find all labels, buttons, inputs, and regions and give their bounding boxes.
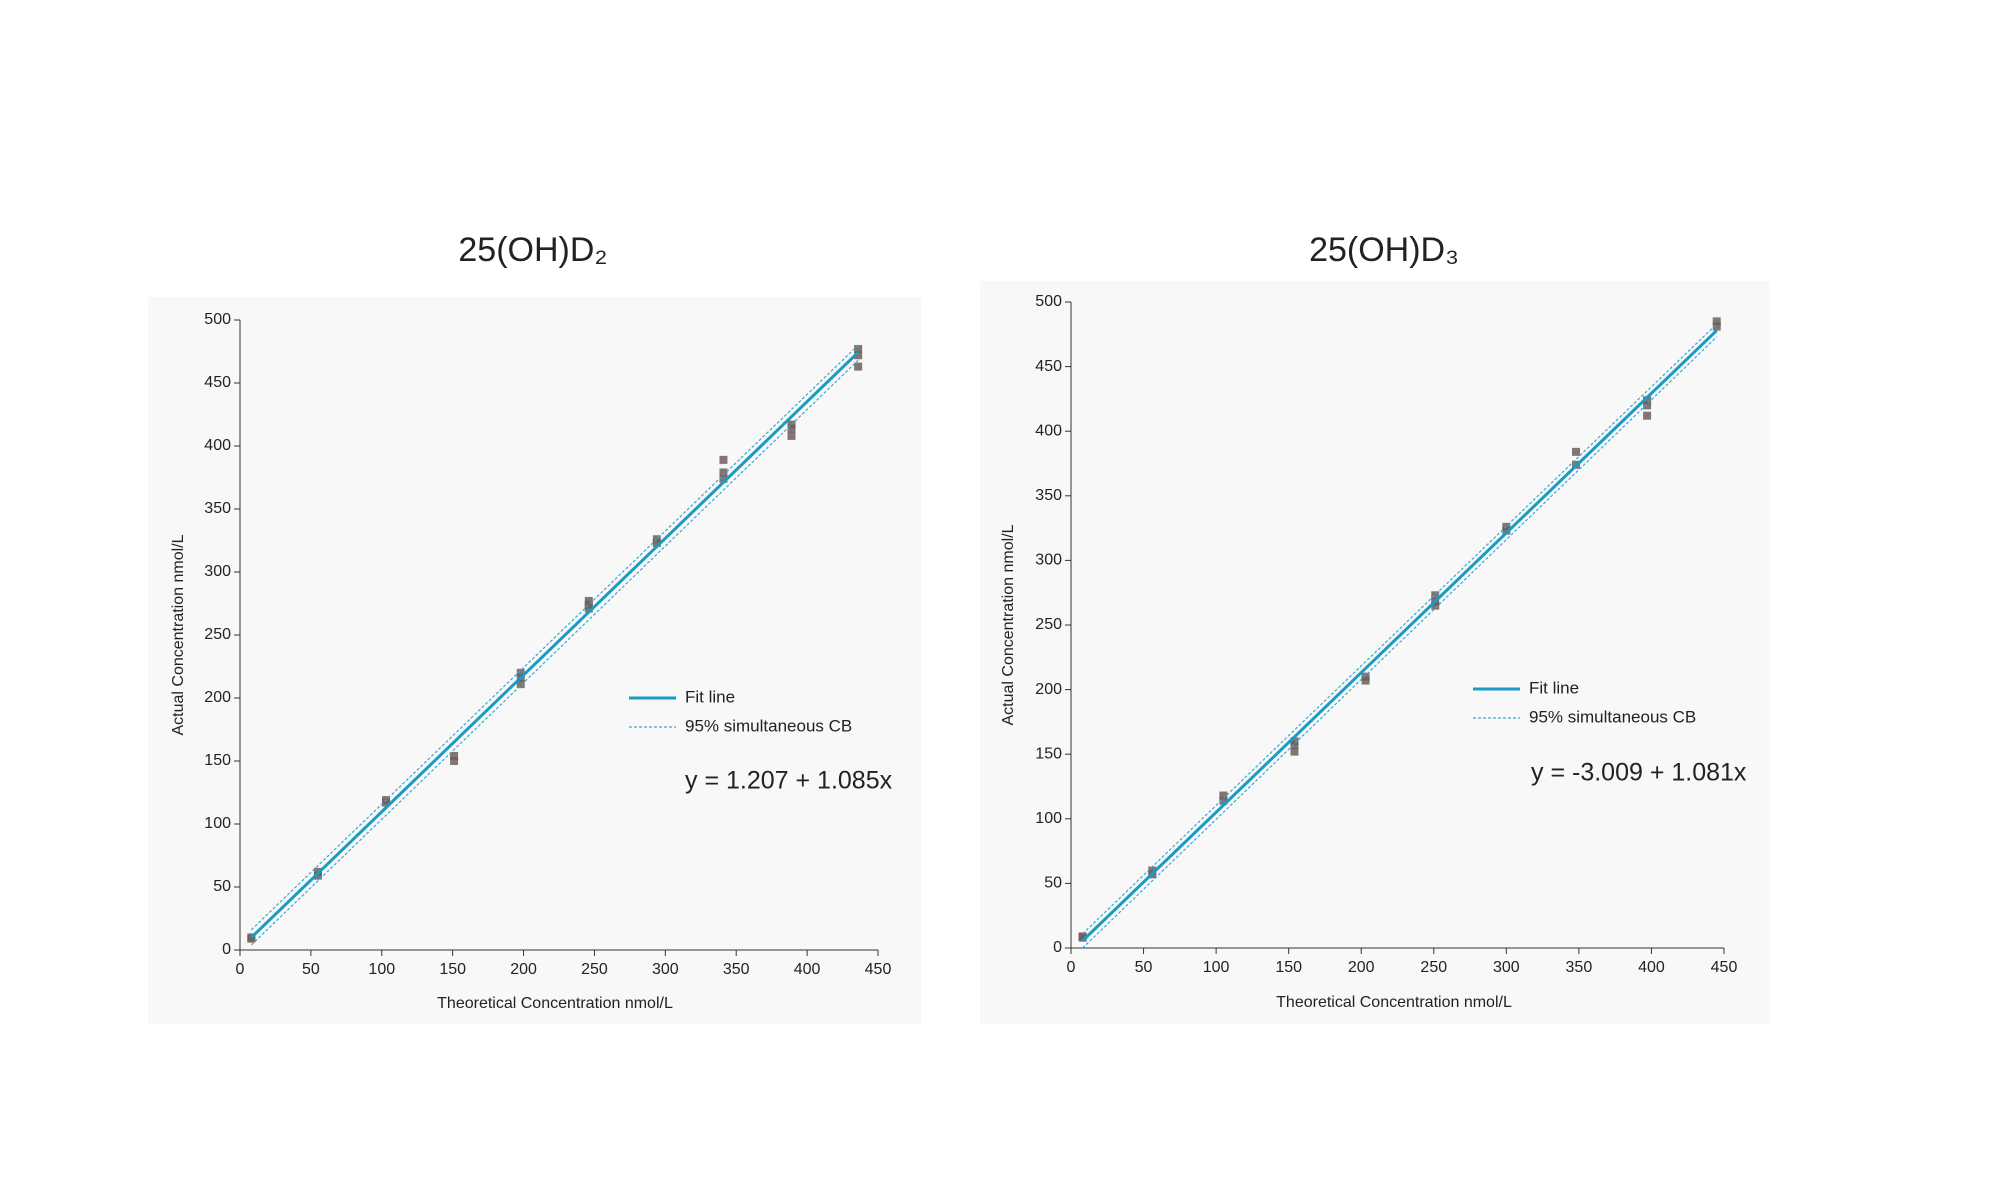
plot-background (148, 297, 921, 1024)
x-tick-label: 350 (1566, 959, 1593, 976)
y-tick-label: 350 (204, 500, 231, 517)
x-tick-label: 350 (723, 961, 750, 978)
data-point (450, 757, 459, 765)
y-tick-label: 400 (204, 437, 231, 454)
y-tick-label: 250 (204, 626, 231, 643)
legend-label: Fit line (685, 687, 735, 706)
fit-line (250, 351, 860, 939)
y-tick-label: 250 (1035, 616, 1062, 633)
x-tick-label: 300 (652, 961, 679, 978)
data-point (854, 362, 863, 371)
x-axis-title: Theoretical Concentration nmol/L (437, 995, 673, 1012)
x-tick-label: 450 (1711, 959, 1738, 976)
confidence-band (250, 344, 859, 931)
x-tick-label: 400 (1638, 959, 1665, 976)
y-tick-label: 450 (1035, 358, 1062, 375)
y-tick-label: 300 (1035, 552, 1062, 569)
x-tick-label: 0 (1067, 959, 1076, 976)
x-tick-label: 300 (1493, 959, 1520, 976)
equation: y = -3.009 + 1.081x (1531, 759, 1747, 787)
chart-title: 25(OH)D₂ (458, 231, 607, 269)
data-point (1290, 747, 1299, 756)
x-tick-label: 100 (368, 961, 395, 978)
legend-label: Fit line (1529, 678, 1579, 697)
y-axis-title: Actual Concentration nmol/L (170, 534, 187, 735)
data-point (1643, 396, 1652, 405)
y-tick-label: 350 (1035, 487, 1062, 504)
data-point (652, 535, 661, 544)
fit-line (1081, 329, 1718, 942)
y-tick-label: 500 (1035, 293, 1062, 310)
data-point (854, 351, 863, 360)
data-point (450, 751, 459, 760)
data-point (1712, 317, 1721, 326)
y-tick-label: 300 (204, 563, 231, 580)
y-tick-label: 200 (204, 689, 231, 706)
y-tick-label: 200 (1035, 681, 1062, 698)
x-axis-title: Theoretical Concentration nmol/L (1276, 994, 1512, 1011)
data-point (1219, 791, 1228, 800)
data-point (1290, 737, 1299, 746)
y-axis-title: Actual Concentration nmol/L (1000, 524, 1017, 725)
data-point (1571, 447, 1580, 456)
y-tick-label: 0 (1053, 939, 1062, 956)
y-tick-label: 150 (204, 752, 231, 769)
confidence-band (1082, 336, 1718, 949)
x-tick-label: 200 (510, 961, 537, 978)
data-point (1148, 866, 1157, 875)
data-point (516, 668, 525, 677)
data-point (584, 596, 593, 605)
legend-label: 95% simultaneous CB (1529, 707, 1696, 726)
y-tick-label: 450 (204, 374, 231, 391)
data-point (1712, 322, 1721, 331)
y-tick-label: 400 (1035, 422, 1062, 439)
data-point (1643, 411, 1652, 420)
x-tick-label: 250 (581, 961, 608, 978)
x-tick-label: 200 (1348, 959, 1375, 976)
data-point (1078, 932, 1087, 941)
y-tick-label: 50 (213, 878, 231, 895)
y-tick-label: 150 (1035, 745, 1062, 762)
x-tick-label: 450 (865, 961, 892, 978)
data-point (719, 455, 728, 464)
y-tick-label: 50 (1044, 875, 1062, 892)
confidence-band (250, 359, 859, 946)
confidence-band (1082, 323, 1718, 935)
x-tick-label: 150 (1275, 959, 1302, 976)
chart-title: 25(OH)D₃ (1309, 231, 1459, 269)
data-point (1431, 591, 1440, 600)
x-tick-label: 250 (1420, 959, 1447, 976)
data-point (787, 431, 796, 440)
data-point (719, 468, 728, 477)
data-point (1643, 401, 1652, 410)
y-tick-label: 500 (204, 311, 231, 328)
legend-label: 95% simultaneous CB (685, 716, 852, 735)
equation: y = 1.207 + 1.085x (685, 767, 893, 795)
data-point (1361, 672, 1370, 681)
y-tick-label: 100 (1035, 810, 1062, 827)
x-tick-label: 100 (1203, 959, 1230, 976)
x-tick-label: 50 (302, 961, 320, 978)
data-point (719, 474, 728, 483)
y-tick-label: 100 (204, 815, 231, 832)
data-point (1219, 796, 1228, 805)
data-point (516, 680, 525, 689)
x-tick-label: 150 (439, 961, 466, 978)
x-tick-label: 50 (1135, 959, 1153, 976)
y-tick-label: 0 (222, 941, 231, 958)
data-point (854, 344, 863, 353)
x-tick-label: 0 (236, 961, 245, 978)
x-tick-label: 400 (794, 961, 821, 978)
